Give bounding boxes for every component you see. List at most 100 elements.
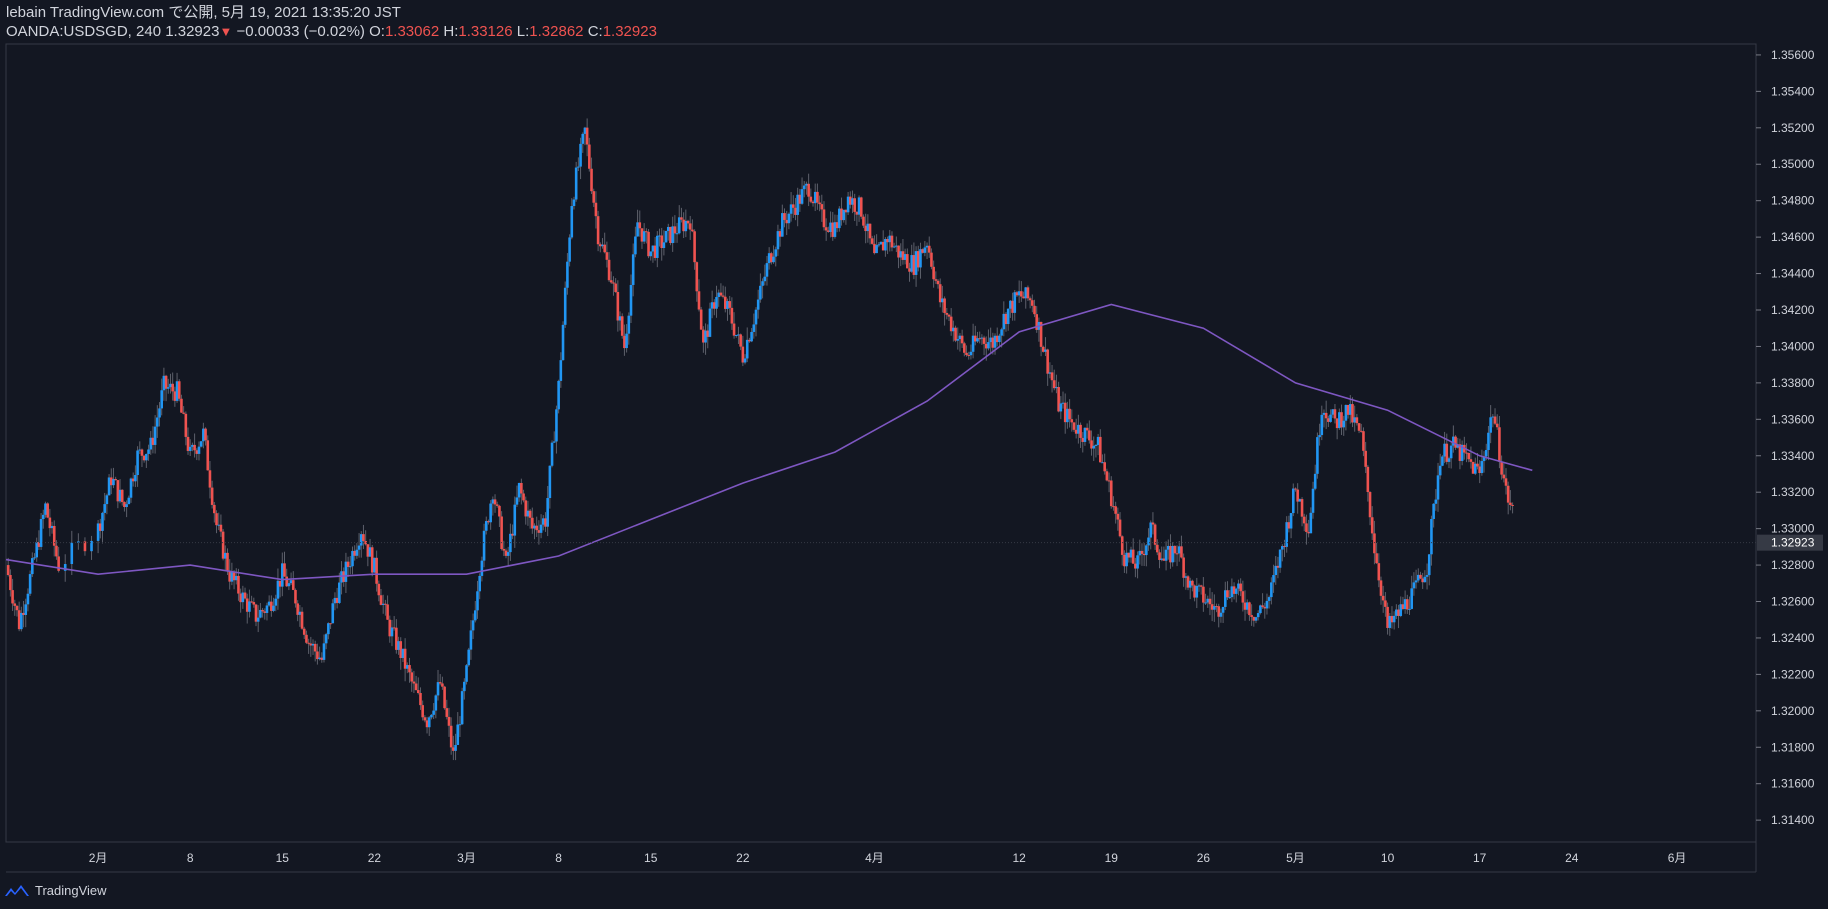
candle-up	[160, 390, 164, 409]
candle-up	[1147, 537, 1150, 546]
brand-label[interactable]: TradingView	[35, 882, 107, 898]
candle-down	[1327, 418, 1330, 422]
candle-down	[237, 575, 240, 594]
candle-down	[991, 337, 995, 348]
candle-down	[263, 611, 267, 613]
candle-up	[1427, 554, 1431, 576]
y-tick-label: 1.33800	[1771, 376, 1815, 390]
candle-up	[1055, 387, 1058, 389]
candle-down	[114, 478, 117, 481]
candle-up	[147, 449, 150, 454]
candle-up	[1002, 313, 1006, 330]
candle-down	[1509, 502, 1512, 505]
candle-up	[256, 617, 260, 622]
time-axis[interactable]: 2月 8 15 22 3月 8 15 22 4月 12 19 26 5月 10 17 24 6月	[89, 851, 1687, 865]
candle-down	[1495, 423, 1499, 428]
candle-down	[377, 583, 381, 596]
candle-up	[1221, 606, 1225, 613]
candle-down	[682, 219, 685, 232]
candle-down	[1127, 552, 1131, 558]
candle-down	[423, 717, 427, 721]
candle-down	[881, 241, 885, 251]
candle-down	[1173, 545, 1177, 554]
candle-down	[1134, 563, 1137, 569]
candle-down	[392, 627, 396, 629]
candle-up	[884, 238, 887, 251]
candle-down	[98, 523, 102, 531]
candle-down	[1158, 552, 1161, 560]
candle-up	[473, 610, 477, 621]
candle-up	[1436, 475, 1440, 500]
candle-up	[1441, 456, 1444, 466]
plot-border	[5, 43, 1757, 843]
candle-up	[1259, 605, 1262, 614]
candle-down	[438, 682, 442, 684]
candle-up	[533, 525, 536, 529]
candle-down	[11, 590, 14, 604]
y-tick-label: 1.31800	[1771, 740, 1815, 754]
candle-up	[406, 665, 409, 669]
candle-up	[1410, 588, 1414, 609]
candle-up	[33, 557, 36, 559]
candle-up	[1289, 513, 1293, 529]
candle-down	[52, 525, 56, 546]
y-tick-label: 1.33000	[1771, 522, 1815, 536]
candle-up	[649, 251, 653, 257]
candle-down	[1296, 489, 1299, 502]
candle-down	[1465, 452, 1468, 454]
candle-down	[123, 502, 126, 508]
candle-down	[848, 196, 852, 205]
candle-down	[184, 413, 188, 437]
candle-up	[149, 437, 153, 450]
x-tick-label: 6月	[1668, 851, 1687, 865]
candle-down	[1373, 533, 1376, 554]
candle-down	[1186, 576, 1190, 588]
candle-down	[640, 228, 644, 242]
candle-up	[658, 235, 661, 237]
candle-down	[1261, 605, 1264, 607]
candle-up	[70, 542, 74, 565]
candle-up	[998, 335, 1001, 343]
candle-up	[1298, 499, 1302, 502]
candle-down	[493, 499, 497, 505]
candle-up	[763, 276, 767, 282]
candle-up	[1443, 443, 1446, 457]
tradingview-logo-icon[interactable]	[4, 883, 30, 897]
candle-up	[1408, 608, 1411, 610]
candle-down	[1028, 298, 1032, 301]
footer: TradingView	[4, 880, 107, 900]
candle-down	[544, 518, 547, 527]
candle-up	[281, 563, 284, 587]
candle-up	[223, 552, 227, 559]
candle-down	[1026, 287, 1030, 299]
candle-down	[1351, 404, 1354, 423]
candle-up	[1342, 420, 1346, 428]
candle-down	[978, 338, 981, 340]
x-tick-label: 4月	[865, 851, 884, 865]
candle-up	[1204, 602, 1207, 604]
candle-down	[798, 194, 802, 204]
candle-up	[548, 465, 552, 499]
x-tick-label: 8	[555, 851, 562, 865]
candle-up	[851, 198, 854, 205]
candle-down	[1074, 429, 1078, 434]
candle-down	[1070, 419, 1074, 423]
y-tick-label: 1.35400	[1771, 84, 1815, 98]
candle-down	[1123, 554, 1126, 567]
candle-up	[552, 441, 556, 443]
x-tick-label: 2月	[89, 851, 108, 865]
candle-down	[741, 346, 745, 363]
candle-up	[666, 226, 670, 231]
candle-down	[17, 610, 21, 630]
candle-up	[1009, 300, 1012, 309]
candle-up	[1164, 549, 1168, 561]
candle-down	[1300, 499, 1304, 517]
candle-up	[202, 428, 205, 442]
candle-down	[1421, 578, 1424, 583]
candle-down	[109, 477, 113, 486]
price-axis[interactable]: 1.35600 1.35400 1.35200 1.35000 1.34800 1.346…	[1756, 48, 1823, 827]
candle-down	[498, 505, 501, 517]
candle-down	[1151, 522, 1155, 525]
candle-up	[877, 244, 881, 246]
